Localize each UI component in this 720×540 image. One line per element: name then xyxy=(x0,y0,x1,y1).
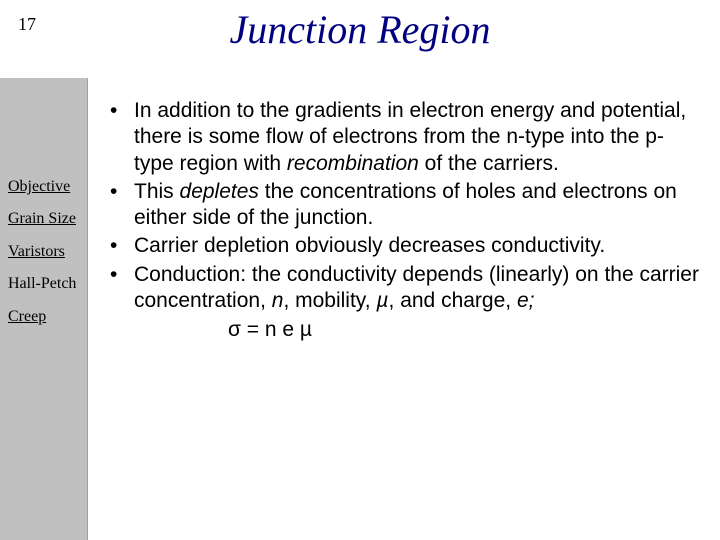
sidebar-item-varistors[interactable]: Varistors xyxy=(8,243,81,261)
bullet-2: This depletes the concentrations of hole… xyxy=(100,179,700,232)
bullet-2-pre: This xyxy=(134,180,180,203)
bullet-4-mid2: , and charge, xyxy=(389,289,517,312)
page-title: Junction Region xyxy=(0,6,720,53)
bullet-2-em: depletes xyxy=(180,180,259,203)
bullet-4-v3: e; xyxy=(517,289,535,312)
bullet-1: In addition to the gradients in electron… xyxy=(100,98,700,177)
bullet-1-em: recombination xyxy=(287,152,419,175)
content-area: In addition to the gradients in electron… xyxy=(100,98,700,342)
sidebar-item-creep[interactable]: Creep xyxy=(8,308,81,326)
bullet-4-v2: µ xyxy=(376,289,388,312)
bullet-1-post: of the carriers. xyxy=(419,152,559,175)
bullet-4-mid1: , mobility, xyxy=(283,289,376,312)
equation: σ = n e µ xyxy=(100,318,700,342)
sidebar-item-objective[interactable]: Objective xyxy=(8,178,81,196)
sidebar-item-hall-petch: Hall-Petch xyxy=(8,275,81,293)
bullet-4-v1: n xyxy=(272,289,284,312)
bullet-3-text: Carrier depletion obviously decreases co… xyxy=(134,234,605,257)
bullet-list: In addition to the gradients in electron… xyxy=(100,98,700,314)
bullet-4: Conduction: the conductivity depends (li… xyxy=(100,262,700,315)
bullet-3: Carrier depletion obviously decreases co… xyxy=(100,233,700,259)
sidebar: Objective Grain Size Varistors Hall-Petc… xyxy=(0,78,88,540)
sidebar-item-grain-size[interactable]: Grain Size xyxy=(8,210,81,228)
